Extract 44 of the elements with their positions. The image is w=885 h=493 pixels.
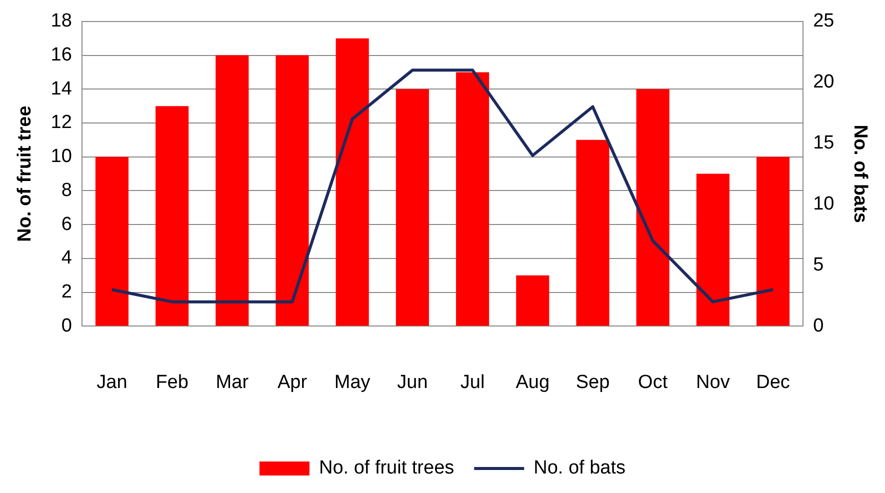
- bar: [696, 174, 730, 326]
- y-tick-label: 2: [61, 282, 72, 303]
- y-tick-label: 16: [50, 44, 72, 66]
- bar: [216, 55, 249, 326]
- x-tick-label: Aug: [516, 372, 550, 393]
- y-axis-title: No. of fruit tree: [14, 106, 36, 242]
- y2-tick-label: 25: [813, 10, 834, 32]
- bar: [456, 72, 490, 326]
- bar: [756, 156, 790, 326]
- x-tick-label: Nov: [696, 372, 730, 393]
- bar: [95, 156, 129, 326]
- y-tick-label: 10: [50, 146, 72, 168]
- x-tick-label: Dec: [756, 372, 790, 393]
- y2-tick-label: 5: [813, 254, 824, 276]
- y2-tick-label: 0: [813, 315, 824, 336]
- x-tick-label: May: [334, 372, 371, 393]
- x-tick-label: Mar: [216, 372, 250, 393]
- y-tick-label: 6: [61, 214, 72, 235]
- y-tick-label: 14: [50, 78, 72, 100]
- y2-tick-label: 15: [813, 132, 834, 154]
- y-tick-label: 8: [61, 180, 72, 201]
- x-tick-label: Feb: [156, 372, 188, 393]
- x-tick-label: Jan: [96, 372, 128, 393]
- bar: [516, 275, 550, 326]
- y-tick-label: 0: [61, 315, 72, 336]
- y-tick-label: 4: [61, 248, 72, 269]
- y-tick-label: 18: [50, 10, 72, 32]
- y-tick-label: 12: [50, 112, 72, 134]
- bar: [576, 140, 610, 326]
- bar: [276, 55, 309, 326]
- y2-axis-title: No. of bats: [849, 124, 870, 223]
- bar: [636, 89, 670, 326]
- legend-label: No. of fruit trees: [318, 458, 454, 479]
- y2-tick-label: 10: [813, 194, 834, 215]
- x-tick-label: Sep: [576, 372, 610, 393]
- legend-label: No. of bats: [534, 458, 626, 479]
- bar: [156, 106, 189, 326]
- bar: [336, 38, 369, 326]
- bar: [396, 89, 429, 326]
- x-tick-label: Jul: [460, 372, 485, 393]
- x-tick-label: Jun: [397, 372, 428, 393]
- x-tick-label: Apr: [277, 372, 308, 393]
- y2-tick-label: 20: [813, 72, 834, 93]
- x-tick-label: Oct: [638, 372, 668, 393]
